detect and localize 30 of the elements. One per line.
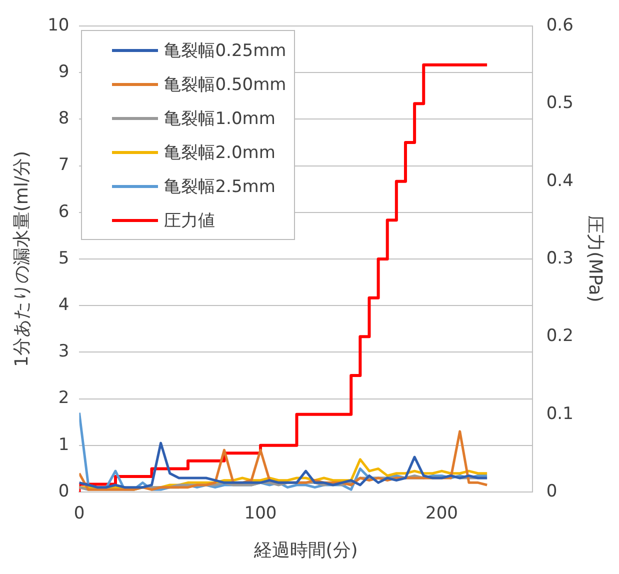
y-tick-label: 10 [48,15,70,36]
legend-label: 亀裂幅0.50mm [164,74,286,96]
y-tick-label: 7 [58,155,70,176]
y2-tick-label: 0.6 [546,15,574,36]
y-tick-label: 5 [58,248,70,268]
x-tick-label: 0 [74,504,85,524]
y-tick-label: 9 [58,62,70,82]
x-tick-label: 200 [426,504,458,524]
y2-tick-label: 0.5 [546,93,574,114]
legend-label: 亀裂幅2.5mm [164,176,276,198]
legend-label: 亀裂幅0.25mm [164,40,286,62]
y-tick-label: 2 [58,388,70,408]
y-tick-label: 4 [58,295,70,316]
y-axis-title: 1分あたりの漏水量(ml/分) [11,150,32,368]
y2-tick-label: 0.1 [546,404,574,424]
y2-tick-label: 0.4 [546,170,574,191]
y2-tick-label: 0.2 [546,326,574,346]
y-tick-label: 3 [58,342,70,362]
legend-label: 圧力値 [164,210,216,232]
legend-label: 亀裂幅1.0mm [164,108,276,130]
y-tick-label: 0 [58,481,70,502]
x-tick-label: 100 [244,504,277,524]
y-tick-label: 8 [58,108,70,129]
y2-axis-title: 圧力(MPa) [584,216,606,302]
y2-tick-label: 0 [546,481,558,502]
legend-label: 亀裂幅2.0mm [164,142,276,164]
y-tick-label: 1 [58,434,70,455]
y-tick-label: 6 [58,202,70,222]
x-axis-title: 経過時間(分) [252,540,358,561]
y2-tick-label: 0.3 [546,248,574,268]
